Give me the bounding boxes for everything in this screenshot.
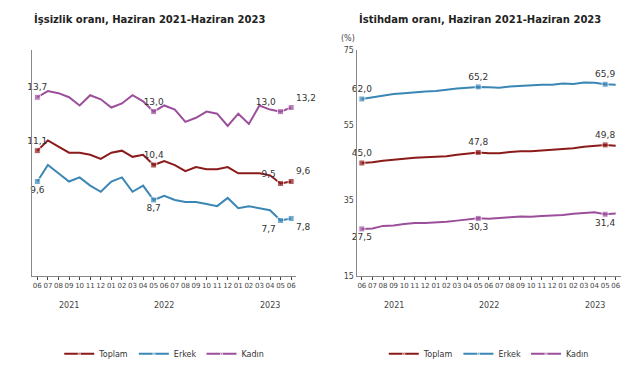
svg-text:09: 09 [65, 282, 74, 290]
svg-text:07: 07 [368, 282, 377, 290]
svg-text:45,0: 45,0 [352, 148, 372, 158]
svg-text:11: 11 [213, 282, 222, 290]
svg-text:13,0: 13,0 [256, 97, 276, 107]
svg-text:47,8: 47,8 [468, 137, 488, 147]
svg-text:04: 04 [139, 282, 148, 290]
svg-text:05: 05 [474, 282, 483, 290]
svg-text:Erkek: Erkek [498, 350, 521, 359]
svg-text:10: 10 [400, 282, 409, 290]
svg-text:Kadın: Kadın [241, 350, 263, 359]
svg-text:13,0: 13,0 [144, 97, 164, 107]
svg-text:01: 01 [107, 282, 116, 290]
svg-text:12: 12 [96, 282, 105, 290]
svg-text:2022: 2022 [479, 301, 499, 310]
svg-text:11,1: 11,1 [27, 136, 47, 146]
svg-text:10: 10 [75, 282, 84, 290]
svg-text:03: 03 [128, 282, 137, 290]
svg-text:06: 06 [611, 282, 620, 290]
svg-text:Toplam: Toplam [98, 350, 128, 359]
svg-text:55: 55 [344, 121, 354, 130]
svg-text:07: 07 [43, 282, 52, 290]
svg-text:08: 08 [379, 282, 388, 290]
svg-text:08: 08 [505, 282, 514, 290]
svg-text:04: 04 [590, 282, 599, 290]
svg-text:65,9: 65,9 [595, 69, 615, 79]
svg-text:07: 07 [170, 282, 179, 290]
svg-text:06: 06 [33, 282, 42, 290]
svg-text:09: 09 [516, 282, 525, 290]
svg-text:02: 02 [442, 282, 451, 290]
svg-text:31,4: 31,4 [595, 218, 615, 228]
svg-text:04: 04 [463, 282, 472, 290]
svg-text:02: 02 [569, 282, 578, 290]
svg-text:05: 05 [601, 282, 610, 290]
svg-text:2023: 2023 [585, 301, 605, 310]
svg-text:08: 08 [181, 282, 190, 290]
svg-text:03: 03 [580, 282, 589, 290]
svg-text:Toplam: Toplam [423, 350, 453, 359]
svg-text:03: 03 [453, 282, 462, 290]
svg-text:2022: 2022 [154, 301, 174, 310]
svg-text:01: 01 [558, 282, 567, 290]
svg-text:10,4: 10,4 [144, 150, 164, 160]
svg-text:13,2: 13,2 [296, 93, 316, 103]
svg-text:Kadın: Kadın [566, 350, 588, 359]
svg-text:06: 06 [287, 282, 296, 290]
svg-text:10: 10 [202, 282, 211, 290]
svg-text:9,6: 9,6 [30, 185, 45, 195]
svg-text:02: 02 [244, 282, 253, 290]
svg-text:65,2: 65,2 [468, 72, 488, 82]
svg-text:2023: 2023 [260, 301, 280, 310]
svg-text:10: 10 [527, 282, 536, 290]
svg-text:9,6: 9,6 [296, 166, 311, 176]
svg-text:13,7: 13,7 [27, 82, 47, 92]
svg-text:62,0: 62,0 [352, 84, 372, 94]
svg-text:7,8: 7,8 [296, 222, 311, 232]
svg-text:Erkek: Erkek [174, 350, 197, 359]
svg-text:06: 06 [357, 282, 366, 290]
svg-text:İşsizlik oranı, Haziran 2021-H: İşsizlik oranı, Haziran 2021-Haziran 202… [34, 12, 265, 25]
svg-text:11: 11 [86, 282, 95, 290]
svg-text:01: 01 [234, 282, 243, 290]
svg-text:7,7: 7,7 [262, 224, 276, 234]
svg-text:35: 35 [344, 196, 354, 205]
svg-text:15: 15 [344, 272, 354, 281]
svg-text:49,8: 49,8 [595, 130, 615, 140]
svg-text:06: 06 [484, 282, 493, 290]
svg-text:9,5: 9,5 [262, 169, 276, 179]
svg-text:01: 01 [431, 282, 440, 290]
svg-text:09: 09 [192, 282, 201, 290]
svg-text:27,5: 27,5 [352, 232, 372, 242]
svg-text:İstihdam oranı, Haziran 2021-H: İstihdam oranı, Haziran 2021-Haziran 202… [359, 12, 601, 25]
svg-text:06: 06 [160, 282, 169, 290]
svg-text:12: 12 [548, 282, 557, 290]
svg-text:07: 07 [495, 282, 504, 290]
svg-text:11: 11 [537, 282, 546, 290]
svg-text:04: 04 [266, 282, 275, 290]
svg-text:12: 12 [223, 282, 232, 290]
svg-text:12: 12 [421, 282, 430, 290]
svg-text:11: 11 [410, 282, 419, 290]
svg-text:2021: 2021 [384, 301, 404, 310]
svg-text:05: 05 [276, 282, 285, 290]
svg-text:09: 09 [389, 282, 398, 290]
svg-text:75: 75 [344, 46, 354, 55]
svg-text:08: 08 [54, 282, 63, 290]
svg-text:03: 03 [255, 282, 264, 290]
svg-text:2021: 2021 [59, 301, 79, 310]
svg-text:8,7: 8,7 [146, 203, 160, 213]
svg-text:02: 02 [117, 282, 126, 290]
svg-text:(%): (%) [341, 34, 355, 43]
svg-text:05: 05 [149, 282, 158, 290]
svg-text:30,3: 30,3 [468, 222, 488, 232]
